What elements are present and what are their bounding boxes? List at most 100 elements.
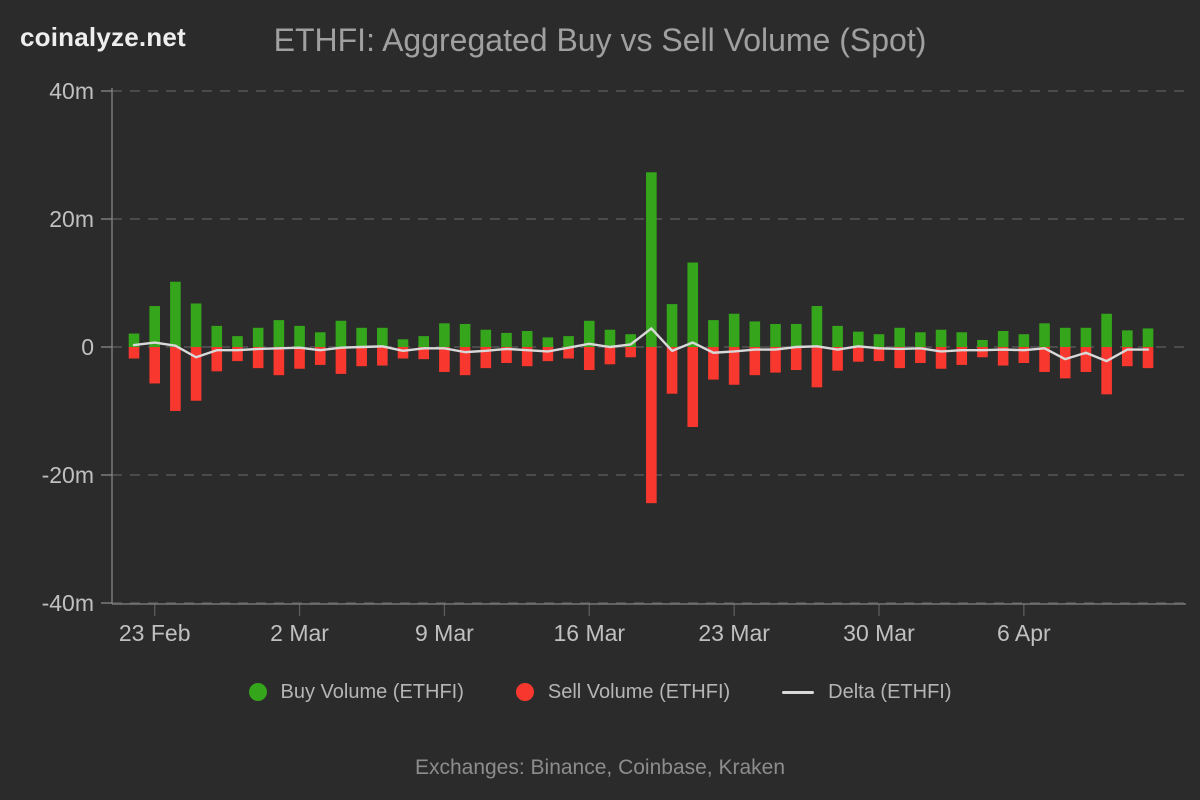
delta-line-marker-icon <box>782 690 815 694</box>
sell-bar <box>728 347 740 385</box>
x-tick-label: 23 Feb <box>119 620 191 646</box>
x-tick-label: 2 Mar <box>270 620 329 646</box>
y-tick-label: -40m <box>42 590 94 616</box>
buy-bar <box>811 306 823 347</box>
sell-bar <box>1122 347 1133 367</box>
sell-bar <box>1101 347 1112 395</box>
sell-bar <box>1039 347 1050 372</box>
exchanges-note: Exchanges: Binance, Coinbase, Kraken <box>414 756 786 779</box>
y-tick-label: 40m <box>49 78 94 104</box>
sell-bar <box>314 347 326 365</box>
sell-bar <box>811 347 823 388</box>
buy-bar <box>977 339 988 347</box>
sell-bar <box>211 347 223 372</box>
buy-bar <box>439 323 450 347</box>
buy-bar <box>625 334 636 347</box>
buy-bar <box>1101 313 1112 347</box>
sell-bar <box>1059 347 1071 379</box>
sell-bar <box>1018 347 1030 363</box>
sell-bar <box>232 347 243 362</box>
sell-bar <box>459 347 471 376</box>
sell-bar <box>542 347 554 362</box>
sell-bar <box>521 347 533 367</box>
buy-bar <box>583 320 595 347</box>
buy-bar <box>459 323 471 347</box>
chart-legend: Buy Volume (ETHFI) Sell Volume (ETHFI) D… <box>0 674 1200 710</box>
buy-bar <box>852 331 864 347</box>
sell-bar <box>294 347 305 369</box>
buy-bar <box>397 339 409 347</box>
sell-bar <box>894 347 905 369</box>
sell-bar <box>997 347 1009 366</box>
sell-bar <box>625 347 636 358</box>
buy-bar <box>211 325 223 347</box>
sell-bar <box>708 347 719 380</box>
buy-bar <box>128 333 140 347</box>
legend-item-sell-volume: Sell Volume (ETHFI) <box>515 680 731 704</box>
buy-bar <box>708 320 719 347</box>
sell-bar <box>873 347 885 362</box>
buy-bar <box>1059 327 1071 347</box>
sell-bar <box>790 347 802 371</box>
sell-bar <box>418 347 430 360</box>
buy-bar <box>335 320 347 347</box>
buy-bar <box>832 325 843 347</box>
sell-bar <box>356 347 367 367</box>
sell-bar <box>977 347 988 358</box>
sell-bar <box>770 347 781 373</box>
delta-line <box>132 327 1150 363</box>
buy-bar <box>563 336 574 347</box>
buy-bar <box>273 320 285 347</box>
sell-bar <box>397 347 409 359</box>
sell-bar <box>583 347 595 371</box>
sell-bar <box>604 347 616 365</box>
buy-bar <box>1122 330 1133 347</box>
buy-bar <box>294 325 305 347</box>
buy-bar <box>666 304 678 347</box>
legend-item-buy-volume: Buy Volume (ETHFI) <box>248 681 464 704</box>
sell-bar <box>666 347 678 394</box>
x-tick-label: 23 Mar <box>698 620 770 646</box>
buy-bar <box>356 327 367 347</box>
sell-bar <box>252 347 264 369</box>
sell-bar <box>956 347 968 365</box>
sell-bar <box>273 347 285 376</box>
buy-bar <box>1018 334 1030 347</box>
buy-bar <box>997 331 1009 347</box>
sell-bar <box>1142 347 1154 369</box>
sell-bar <box>439 347 450 372</box>
buy-volume-marker-icon <box>248 683 267 701</box>
sell-bar <box>832 347 843 371</box>
legend-item-delta: Delta (ETHFI) <box>782 681 952 704</box>
buy-bar <box>646 172 657 347</box>
buy-bar <box>894 327 905 347</box>
sell-bar <box>915 347 926 363</box>
sell-bar <box>1080 347 1092 372</box>
sell-bar <box>501 347 512 363</box>
sell-bar <box>935 347 947 369</box>
buy-bar <box>1039 323 1050 347</box>
buy-bar <box>377 327 388 347</box>
sell-bar <box>190 347 202 401</box>
sell-bar <box>563 347 574 359</box>
sell-volume-marker-icon <box>515 683 534 701</box>
y-tick-label: 20m <box>49 206 94 232</box>
x-tick-label: 9 Mar <box>415 620 474 646</box>
sell-bar <box>377 347 388 366</box>
sell-bar <box>852 347 864 362</box>
x-tick-label: 30 Mar <box>843 620 915 646</box>
buy-bar <box>915 332 926 347</box>
buy-bar <box>604 329 616 347</box>
sell-bar <box>335 347 347 374</box>
buy-bar <box>232 336 243 347</box>
buy-bar <box>790 323 802 347</box>
sell-bar <box>128 347 140 359</box>
buy-bar <box>418 336 430 347</box>
y-tick-label: -20m <box>42 462 94 488</box>
legend-label-sell-volume: Sell Volume (ETHFI) <box>547 680 731 703</box>
buy-bar <box>521 331 533 347</box>
coinalyze-logo[interactable]: coinalyze.net <box>20 22 186 52</box>
buy-bar <box>314 332 326 347</box>
